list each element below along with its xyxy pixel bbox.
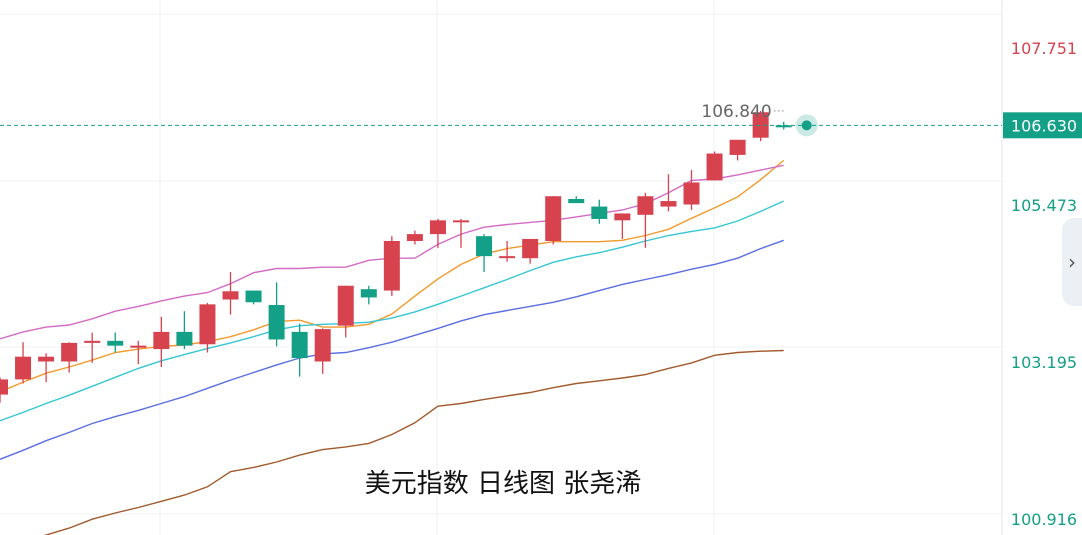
candle-down bbox=[176, 331, 193, 346]
candle-up bbox=[15, 356, 32, 380]
candle-down bbox=[591, 206, 608, 219]
candle-up bbox=[637, 196, 654, 215]
candle-up bbox=[222, 291, 239, 300]
candle-up bbox=[383, 240, 400, 291]
candle-up bbox=[453, 220, 469, 223]
axis-tick-label: 103.195 bbox=[1011, 353, 1077, 372]
candle-up bbox=[683, 182, 700, 205]
candle-up bbox=[406, 234, 423, 241]
candle-up bbox=[38, 356, 55, 362]
series-line-ma5 bbox=[0, 159, 785, 393]
current-price-label: 106.630 bbox=[1011, 116, 1077, 135]
candle-up bbox=[522, 238, 539, 259]
candle-up bbox=[752, 112, 769, 138]
candle-up bbox=[429, 220, 446, 235]
series-line-ma20 bbox=[0, 239, 784, 460]
axis-tick-label: 105.473 bbox=[1011, 196, 1077, 215]
candle-down bbox=[775, 125, 792, 128]
candle-up bbox=[314, 329, 331, 362]
candle-up bbox=[84, 340, 101, 343]
candle-up bbox=[337, 285, 354, 326]
series-line-ma10 bbox=[0, 200, 784, 422]
chart-caption: 美元指数 日线图 张尧浠 bbox=[365, 469, 642, 499]
candle-up bbox=[61, 342, 78, 362]
candle-up bbox=[660, 201, 677, 207]
high-price-label: 106.840 bbox=[701, 102, 771, 122]
candle-down bbox=[291, 331, 308, 359]
series-line-ma60 bbox=[43, 349, 784, 535]
candle-up bbox=[130, 345, 147, 348]
candle-down bbox=[245, 290, 262, 303]
candle-down bbox=[360, 289, 377, 298]
candle-up bbox=[0, 379, 8, 395]
candle-up bbox=[499, 256, 516, 259]
candle-up bbox=[545, 196, 562, 241]
candle-up bbox=[153, 331, 170, 350]
axis-tick-label: 107.751 bbox=[1011, 39, 1077, 58]
candle-up bbox=[199, 304, 216, 345]
candle-down bbox=[476, 236, 493, 257]
candle-up bbox=[614, 213, 631, 221]
chart-grid bbox=[0, 0, 1003, 535]
candle-up bbox=[729, 139, 746, 155]
dot-marker-icon bbox=[801, 120, 812, 131]
chevron-right-icon: › bbox=[1068, 250, 1076, 274]
candles bbox=[0, 110, 792, 403]
chart-overlay: 106.840 bbox=[0, 102, 1002, 137]
candle-down bbox=[568, 198, 585, 204]
expand-panel-tab[interactable]: › bbox=[1062, 218, 1082, 306]
price-axis: 107.751 105.473 103.195 100.916 106.630 bbox=[1003, 39, 1082, 529]
axis-tick-label: 100.916 bbox=[1011, 510, 1077, 529]
candle-down bbox=[107, 340, 124, 346]
candle-up bbox=[706, 153, 723, 181]
current-price-badge bbox=[1003, 112, 1082, 139]
candle-down bbox=[268, 305, 285, 340]
